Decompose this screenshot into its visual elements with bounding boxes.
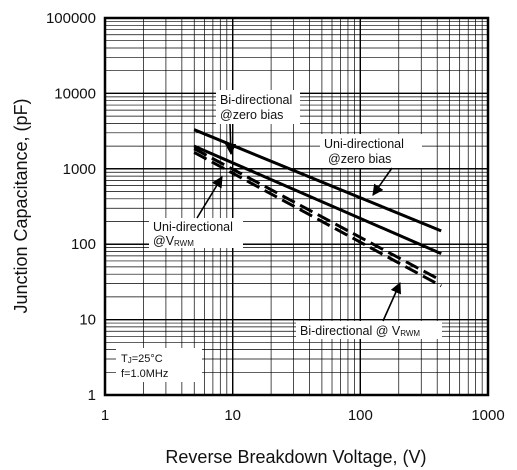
- svg-text:Uni-directional: Uni-directional: [153, 220, 233, 234]
- svg-text:@VRWM: @VRWM: [153, 234, 194, 248]
- svg-text:Bi-directional @ VRWM: Bi-directional @ VRWM: [300, 324, 420, 338]
- svg-text:TJ=25°C: TJ=25°C: [121, 353, 163, 365]
- series-line-2: [193, 144, 442, 255]
- y-tick-label: 1: [88, 387, 96, 404]
- annotation-bidirectional-zero-bias: Bi-directional @zero bias: [216, 90, 300, 156]
- svg-text:@zero bias: @zero bias: [220, 108, 283, 122]
- x-axis-title: Reverse Breakdown Voltage, (V): [165, 447, 426, 467]
- y-tick-label: 100: [71, 236, 96, 253]
- y-tick-label: 10000: [54, 85, 96, 102]
- annotation-unidirectional-vrwm: Uni-directional @VRWM: [149, 176, 243, 248]
- x-tick-label: 100: [348, 407, 373, 424]
- y-tick-labels: 1 10 100 1000 10000 100000: [46, 10, 96, 404]
- plot-frame: [103, 16, 490, 397]
- annotation-arrow: [372, 167, 393, 196]
- y-tick-label: 10: [79, 312, 96, 329]
- x-tick-label: 10: [224, 407, 241, 424]
- annotation-arrow: [225, 123, 237, 156]
- annotation-arrow: [196, 176, 223, 219]
- x-tick-label: 1: [101, 407, 109, 424]
- annotation-arrow: [382, 281, 401, 322]
- y-tick-label: 100000: [46, 10, 96, 27]
- svg-text:Bi-directional: Bi-directional: [220, 93, 292, 107]
- test-conditions: TJ=25°C f=1.0MHz: [116, 348, 202, 382]
- svg-text:Uni-directional: Uni-directional: [324, 137, 404, 151]
- y-axis-title: Junction Capacitance, (pF): [11, 98, 31, 313]
- svg-text:@zero bias: @zero bias: [328, 152, 391, 166]
- annotation-unidirectional-zero-bias: Uni-directional @zero bias: [320, 134, 422, 196]
- annotation-bidirectional-vrwm: Bi-directional @ VRWM: [296, 281, 442, 339]
- series-line-4: [193, 151, 442, 288]
- y-tick-label: 1000: [63, 161, 96, 178]
- x-tick-labels: 1 10 100 1000: [101, 407, 505, 424]
- svg-text:f=1.0MHz: f=1.0MHz: [121, 368, 168, 380]
- series-layer: [193, 128, 442, 288]
- x-tick-label: 1000: [471, 407, 504, 424]
- series-line-3: [193, 147, 442, 282]
